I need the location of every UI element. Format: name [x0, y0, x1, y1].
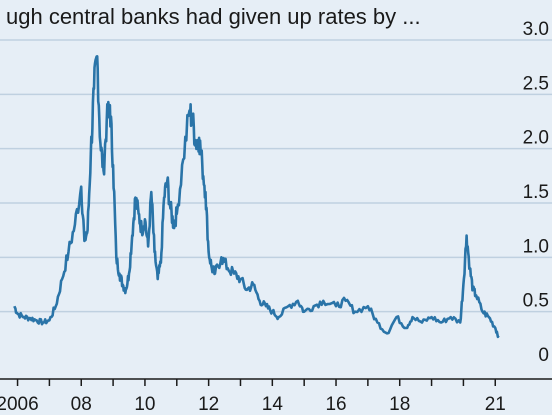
x-tick-label: 18	[389, 394, 410, 415]
x-axis: 2006 08 10 12 14 16 18 21	[0, 378, 552, 415]
y-tick-label: 0	[538, 345, 549, 366]
y-tick-label: 2.5	[523, 73, 549, 94]
x-tick-label: 21	[485, 394, 506, 415]
y-tick-label: 1.5	[523, 182, 549, 203]
series-line	[13, 55, 500, 339]
x-tick-label: 16	[325, 394, 346, 415]
x-tick-label: 08	[71, 394, 92, 415]
x-tick-label: 2006	[0, 394, 39, 415]
y-tick-label: 0.5	[523, 291, 549, 312]
x-tick-label: 10	[134, 394, 155, 415]
y-tick-label: 1.0	[523, 236, 549, 257]
x-tick-label: 14	[262, 394, 284, 415]
chart-title-fragment: ugh central banks had given up rates by …	[6, 4, 421, 29]
y-axis: 0 0.5 1.0 1.5 2.0 2.5 3.0	[523, 19, 549, 366]
x-tick-label: 12	[198, 394, 219, 415]
y-tick-label: 3.0	[523, 19, 549, 40]
y-tick-label: 2.0	[523, 128, 549, 149]
